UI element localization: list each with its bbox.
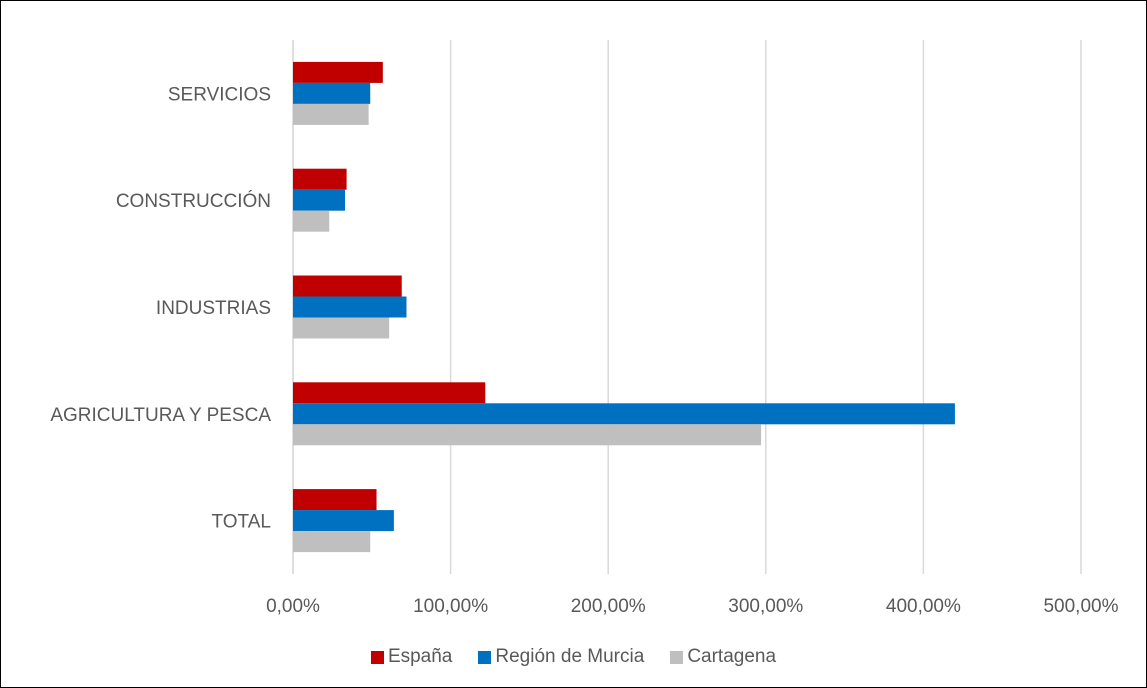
legend-label: Cartagena: [687, 646, 777, 667]
bar: [293, 296, 407, 318]
x-tick-label: 500,00%: [1043, 596, 1118, 617]
legend-label: España: [387, 646, 453, 667]
x-tick-labels: 0,00% 100,00% 200,00% 300,00% 400,00% 500,00%: [266, 596, 1119, 617]
bar: [293, 424, 762, 446]
bar: [293, 489, 377, 511]
gridlines: [292, 40, 1082, 574]
bar: [293, 168, 347, 190]
x-tick-label: 300,00%: [728, 596, 803, 617]
x-tick-label: 200,00%: [571, 596, 646, 617]
x-tick-label: 0,00%: [266, 596, 320, 617]
legend-swatch: [370, 650, 384, 664]
bar: [293, 531, 371, 553]
x-tick-label: 100,00%: [413, 596, 488, 617]
category-label: INDUSTRIAS: [156, 298, 271, 319]
bar: [293, 510, 394, 532]
bar: [293, 317, 390, 339]
bars: [293, 61, 955, 553]
bar: [293, 61, 383, 83]
legend: España Región de Murcia Cartagena: [0, 646, 1147, 668]
bar: [293, 103, 369, 125]
bar: [293, 382, 486, 404]
bar: [293, 82, 371, 104]
legend-item: Región de Murcia: [478, 646, 644, 668]
category-label: AGRICULTURA Y PESCA: [50, 405, 271, 426]
legend-swatch: [478, 650, 492, 664]
legend-label: Región de Murcia: [495, 646, 645, 667]
bar: [293, 210, 330, 232]
bar: [293, 189, 346, 211]
x-tick-label: 400,00%: [886, 596, 961, 617]
legend-swatch: [670, 650, 684, 664]
category-labels: TOTAL AGRICULTURA Y PESCA INDUSTRIAS CONSTR…: [50, 84, 271, 532]
legend-item: España: [370, 646, 453, 668]
category-label: TOTAL: [212, 512, 271, 533]
category-label: CONSTRUCCIÓN: [116, 190, 271, 212]
legend-item: Cartagena: [670, 646, 776, 668]
category-label: SERVICIOS: [168, 84, 271, 105]
bar: [293, 403, 955, 425]
bar: [293, 275, 402, 297]
